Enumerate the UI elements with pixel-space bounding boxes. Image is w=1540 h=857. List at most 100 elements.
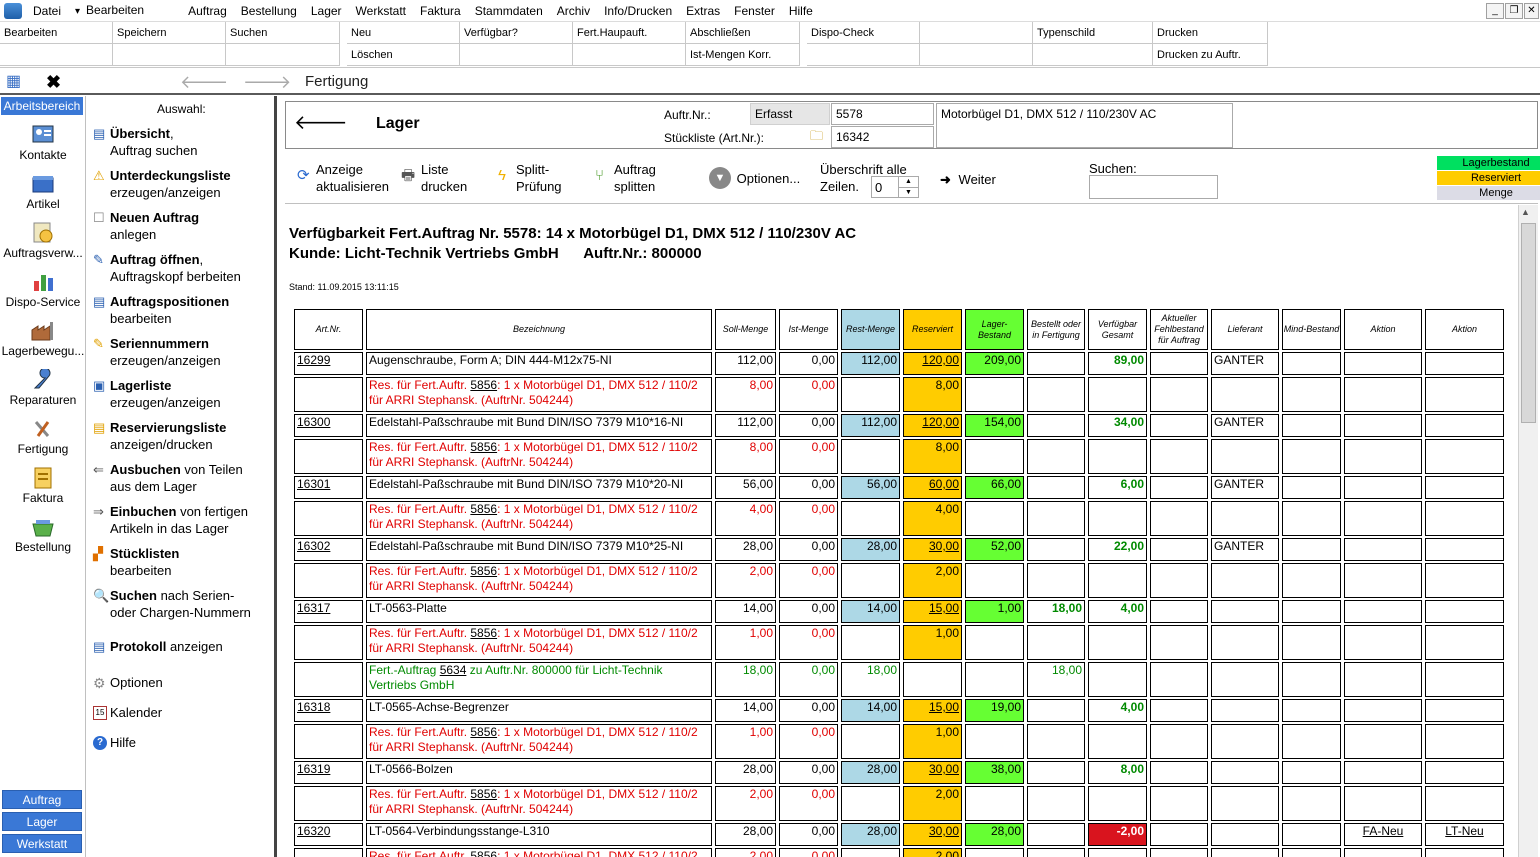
ist-mengen-korr-button[interactable]: Ist-Mengen Korr. (686, 44, 800, 66)
close-panel-icon[interactable]: ✖ (46, 72, 62, 92)
menu-hilfe[interactable]: Hilfe (788, 3, 813, 18)
menu-fenster[interactable]: Fenster (734, 3, 775, 18)
suchen-button[interactable]: Suchen (226, 22, 340, 44)
fert-hauptauft-button[interactable]: Fert.Haupauft. (573, 22, 686, 44)
menu-info-drucken[interactable]: Info/Drucken (604, 3, 673, 18)
search-input[interactable] (1089, 175, 1218, 199)
column-header[interactable]: Lieferant (1211, 309, 1279, 350)
sidebar-item-reparaturen[interactable]: Reparaturen (0, 369, 86, 407)
column-header[interactable]: Bestellt oder in Fertigung (1027, 309, 1085, 350)
ueberschrift-spinner[interactable]: 0 ▲ ▼ (871, 176, 919, 198)
sidebar-item-fertigung[interactable]: Fertigung (0, 418, 86, 456)
column-header[interactable]: Mind-Bestand (1282, 309, 1341, 350)
column-header[interactable]: Lager-Bestand (965, 309, 1024, 350)
art-nr-cell[interactable]: 16319 (294, 761, 363, 784)
close-icon[interactable]: ✕ (1524, 3, 1539, 19)
column-header[interactable]: Aktion (1344, 309, 1422, 350)
reserviert-cell[interactable]: 30,00 (903, 538, 962, 561)
aktion-cell[interactable]: FA-Neu (1344, 823, 1422, 846)
column-header[interactable]: Aktion (1425, 309, 1504, 350)
order-ref-link[interactable]: 5856 (470, 564, 498, 578)
sidebar-item-kontakte[interactable]: Kontakte (0, 124, 86, 162)
abschliessen-button[interactable]: Abschließen (686, 22, 800, 44)
sidebar-item-lagerbewegu[interactable]: Lagerbewegu... (0, 320, 86, 358)
order-ref-link[interactable]: 5856 (470, 378, 498, 392)
column-header[interactable]: Rest-Menge (841, 309, 900, 350)
sidebar-item-artikel[interactable]: Artikel (0, 173, 86, 211)
menu-bearbeiten[interactable]: Bearbeiten (68, 0, 151, 23)
menu-werkstatt[interactable]: Werkstatt (355, 3, 407, 18)
order-ref-link[interactable]: 5856 (470, 440, 498, 454)
print-list-button[interactable]: 🖶 Liste drucken (401, 162, 468, 194)
loeschen-button[interactable]: Löschen (347, 44, 460, 66)
auftrag-splitten-button[interactable]: ⑂ Auftrag splitten (595, 162, 656, 194)
order-ref-link[interactable]: 5856 (470, 502, 498, 516)
art-nr-cell[interactable]: 16301 (294, 476, 363, 499)
order-ref-link[interactable]: 5634 (439, 663, 467, 677)
column-header[interactable]: Soll-Menge (715, 309, 776, 350)
restore-icon[interactable]: ❐ (1505, 3, 1523, 19)
grid-view-icon[interactable]: ▦ (6, 73, 22, 90)
reserviert-cell[interactable]: 15,00 (903, 600, 962, 623)
menu-lager[interactable]: Lager (310, 3, 342, 18)
weiter-button[interactable]: ➜ Weiter (940, 172, 996, 187)
app-logo-icon[interactable] (4, 2, 22, 19)
report-scrollbar[interactable]: ▲ (1518, 205, 1538, 857)
order-ref-link[interactable]: 5856 (470, 626, 498, 640)
menu-datei[interactable]: Datei (33, 3, 62, 18)
reserviert-cell[interactable]: 120,00 (903, 414, 962, 437)
column-header[interactable]: Reserviert (903, 309, 962, 350)
scroll-thumb[interactable] (1521, 223, 1536, 423)
scroll-up-icon[interactable]: ▲ (1521, 207, 1530, 217)
art-nr-cell[interactable]: 16320 (294, 823, 363, 846)
speichern-button[interactable]: Speichern (113, 22, 226, 44)
order-ref-link[interactable]: 5856 (470, 787, 498, 801)
reserviert-cell[interactable]: 30,00 (903, 823, 962, 846)
sidebar-item-auftragsverw[interactable]: Auftragsverw... (0, 222, 86, 260)
lt-neu-link[interactable]: LT-Neu (1445, 824, 1484, 838)
sidebar-item-dispo-service[interactable]: Dispo-Service (0, 271, 86, 309)
column-header[interactable]: Ist-Menge (779, 309, 838, 350)
auftr-nr-field[interactable]: 5578 (831, 103, 934, 125)
drucken-button[interactable]: Drucken (1153, 22, 1268, 44)
workspace-auftrag-button[interactable]: Auftrag (2, 790, 82, 809)
workspace-lager-button[interactable]: Lager (2, 812, 82, 831)
stueckliste-field[interactable]: 16342 (831, 126, 934, 148)
art-nr-cell[interactable]: 16318 (294, 699, 363, 722)
menu-extras[interactable]: Extras (686, 3, 721, 18)
reserviert-cell[interactable]: 30,00 (903, 761, 962, 784)
column-header[interactable]: Aktueller Fehlbestand für Auftrag (1150, 309, 1208, 350)
dispo-check-button[interactable]: Dispo-Check (807, 22, 920, 44)
minimize-icon[interactable]: _ (1486, 3, 1504, 19)
order-ref-link[interactable]: 5856 (470, 849, 498, 857)
workspace-werkstatt-button[interactable]: Werkstatt (2, 834, 82, 853)
drucken-zu-auftr-button[interactable]: Drucken zu Auftr. (1153, 44, 1268, 66)
sidebar-item-faktura[interactable]: Faktura (0, 467, 86, 505)
spin-up-icon[interactable]: ▲ (898, 177, 918, 187)
forward-arrow-icon[interactable]: 🡒 (243, 72, 292, 92)
back-icon[interactable]: 🡐 (294, 112, 348, 134)
splitt-pruefung-button[interactable]: ϟ Splitt- Prüfung (498, 162, 562, 194)
menu-auftrag[interactable]: Auftrag (188, 3, 227, 18)
back-arrow-icon[interactable]: 🡐 (180, 72, 229, 92)
menu-archiv[interactable]: Archiv (556, 3, 591, 18)
reserviert-cell[interactable]: 15,00 (903, 699, 962, 722)
art-nr-cell[interactable]: 16302 (294, 538, 363, 561)
column-header[interactable]: Art.Nr. (294, 309, 363, 350)
art-nr-cell[interactable]: 16300 (294, 414, 363, 437)
typenschild-button[interactable]: Typenschild (1033, 22, 1153, 44)
column-header[interactable]: Bezeichnung (366, 309, 712, 350)
verfuegbar-button[interactable]: Verfügbar? (460, 22, 573, 44)
neu-button[interactable]: Neu (347, 22, 460, 44)
optionen-button[interactable]: ▼ Optionen... (709, 167, 800, 189)
fa-neu-link[interactable]: FA-Neu (1362, 824, 1404, 838)
menu-stammdaten[interactable]: Stammdaten (474, 3, 543, 18)
reserviert-cell[interactable]: 120,00 (903, 352, 962, 375)
menu-bestellung[interactable]: Bestellung (240, 3, 297, 18)
menu-faktura[interactable]: Faktura (420, 3, 461, 18)
spin-down-icon[interactable]: ▼ (898, 187, 918, 197)
workspace-header[interactable]: Arbeitsbereich (1, 97, 83, 115)
art-nr-cell[interactable]: 16299 (294, 352, 363, 375)
order-ref-link[interactable]: 5856 (470, 725, 498, 739)
sidebar-item-bestellung[interactable]: Bestellung (0, 516, 86, 554)
